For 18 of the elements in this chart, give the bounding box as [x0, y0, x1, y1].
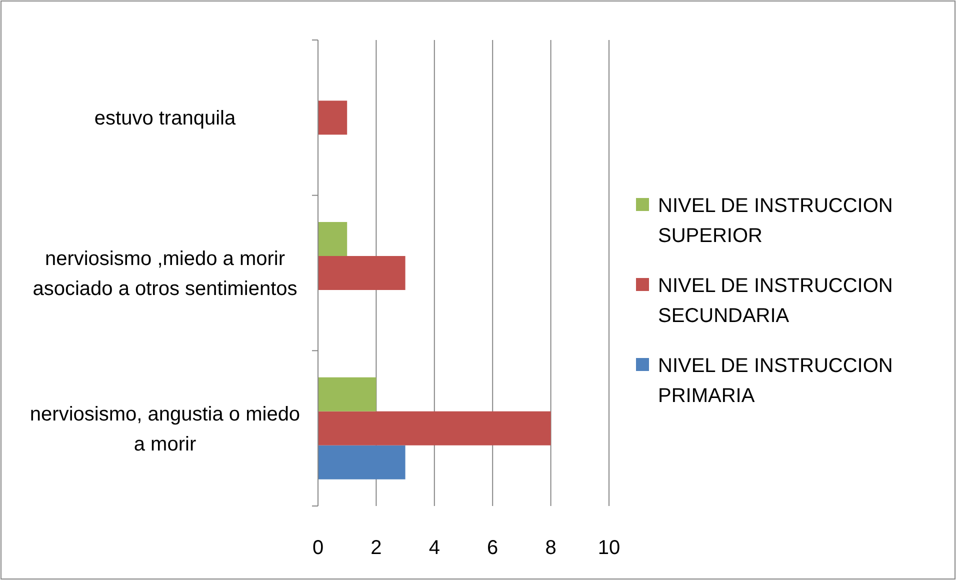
- y-tick-label: nerviosismo, angustia o miedo a morir: [30, 403, 300, 456]
- bar: [318, 256, 406, 290]
- x-tick-label: 10: [598, 537, 620, 559]
- y-tick-label: nerviosismo ,miedo a morir asociado a otros sentimientos: [32, 248, 298, 300]
- legend-label: NIVEL DE INSTRUCCION SUPERIOR: [658, 195, 893, 247]
- x-tick-label: 4: [428, 537, 440, 559]
- legend-label: NIVEL DE INSTRUCCION SECUNDARIA: [658, 275, 893, 327]
- bar: [318, 100, 348, 135]
- bar: [318, 222, 348, 256]
- x-tick-label: 6: [487, 537, 498, 559]
- legend-label: NIVEL DE INSTRUCCION PRIMARIA: [658, 355, 893, 407]
- bar: [318, 377, 376, 412]
- x-tick-label: 8: [545, 537, 556, 559]
- bar: [318, 411, 551, 446]
- x-tick-label: 0: [312, 537, 324, 559]
- bar: [318, 445, 406, 480]
- x-tick-label: 2: [370, 537, 382, 559]
- y-tick-label: estuvo tranquila: [94, 108, 236, 130]
